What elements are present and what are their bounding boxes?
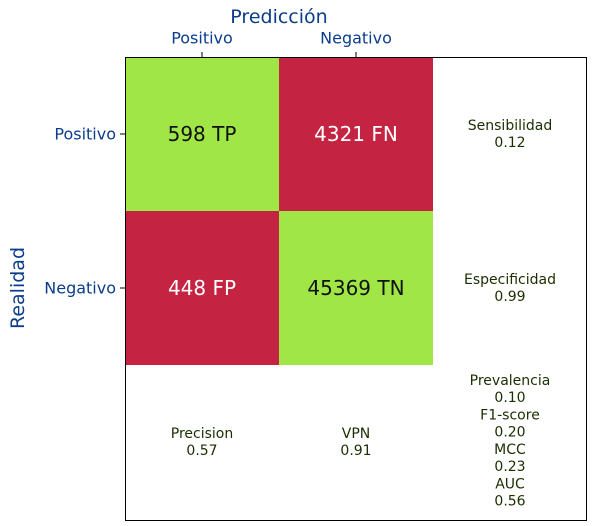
x-tick-label: Positivo (171, 29, 233, 48)
col-metric-name: VPN (342, 426, 371, 442)
y-tick-label: Positivo (54, 125, 116, 144)
row-metric-name: Especificidad (464, 272, 556, 288)
x-tick-label: Negativo (320, 29, 392, 48)
row-metric-name: Sensibilidad (468, 118, 552, 134)
matrix-cell-fp (125, 211, 279, 365)
summary-metric-name: MCC (494, 442, 526, 458)
chart-title: Predicción (230, 6, 327, 28)
chart-frame (125, 57, 587, 521)
matrix-cell-tp (125, 57, 279, 211)
col-metric-value: 0.91 (340, 443, 371, 459)
y-tick-label: Negativo (44, 279, 116, 298)
summary-metric-value: 0.10 (494, 390, 525, 406)
summary-metric-name: F1-score (480, 408, 540, 424)
cell-label-tp: 598 TP (168, 122, 237, 146)
col-metric-value: 0.57 (186, 443, 217, 459)
cell-label-fp: 448 FP (168, 276, 236, 300)
summary-metric-value: 0.23 (494, 459, 525, 475)
matrix-cell-fn (279, 57, 433, 211)
matrix-cell-tn (279, 211, 433, 365)
y-axis-label: Realidad (7, 247, 29, 329)
summary-metric-name: Prevalencia (470, 373, 551, 389)
summary-metric-name: AUC (495, 477, 525, 493)
cell-label-fn: 4321 FN (314, 122, 398, 146)
summary-metric-value: 0.20 (494, 425, 525, 441)
col-metric-name: Precision (171, 426, 233, 442)
cell-label-tn: 45369 TN (307, 276, 404, 300)
row-metric-value: 0.12 (494, 135, 525, 151)
row-metric-value: 0.99 (494, 289, 525, 305)
summary-metric-value: 0.56 (494, 494, 525, 510)
